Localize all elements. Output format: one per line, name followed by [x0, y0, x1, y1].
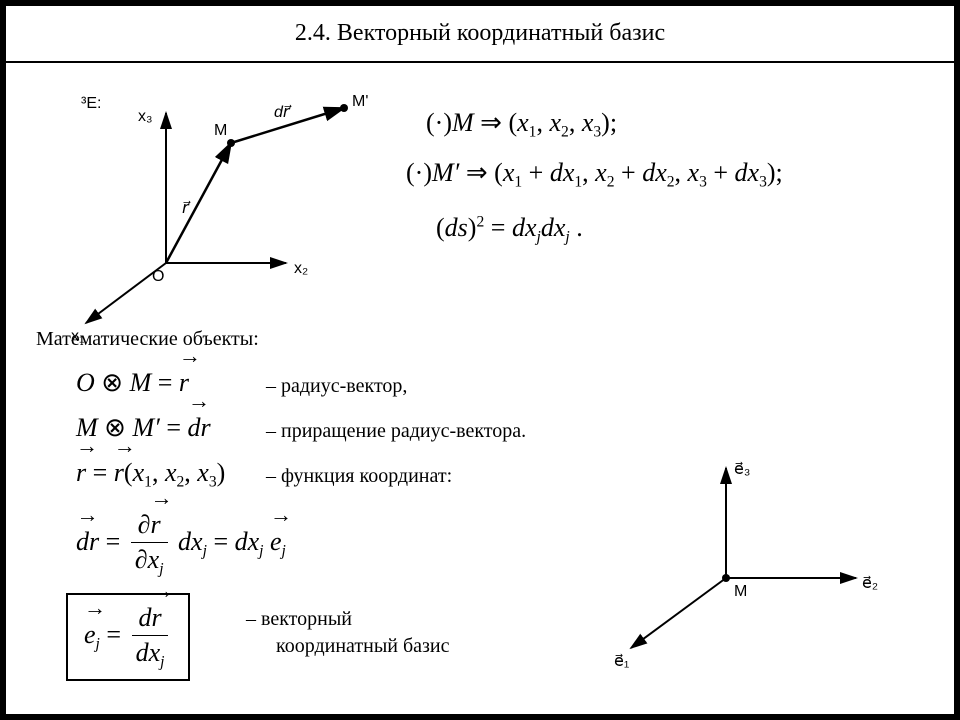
def-radius-vector: O ⊗ M = →r [76, 368, 189, 398]
e1-label: e⃗₁ [614, 653, 629, 670]
def-dr-desc: – приращение радиус-вектора. [266, 420, 526, 443]
diagram-main: ³E: O x₁ x₂ x₃ M M' r⃗ dr⃗ [26, 73, 386, 348]
eq-ds2: (ds)2 = dxjdxj . [436, 213, 583, 246]
slide-frame: 2.4. Векторный координатный базис [0, 0, 960, 720]
m-label: M [214, 122, 227, 139]
basis-origin-label: M [734, 583, 747, 600]
origin-label: O [152, 268, 164, 285]
def-r-func-desc: – функция координат: [266, 465, 452, 488]
def-dr-expand: →dr = ∂→r ∂xj dxj = dxj →ej [76, 510, 286, 578]
def-radius-vector-desc: – радиус-вектор, [266, 375, 407, 398]
mprime-label: M' [352, 93, 368, 110]
e3-label: e⃗₃ [734, 461, 750, 478]
math-objects-label: Математические объекты: [36, 328, 259, 351]
space-label: ³E: [81, 95, 101, 112]
diagram-basis: M e⃗₁ e⃗₂ e⃗₃ [586, 458, 886, 683]
e2-label: e⃗₂ [862, 575, 878, 592]
eq-mprime-coords: (·)M′ ⇒ (x1 + dx1, x2 + dx2, x3 + dx3); [406, 158, 783, 191]
r-vec-label: r⃗ [182, 200, 191, 217]
dr-vec-label: dr⃗ [274, 104, 292, 121]
x3-label: x₃ [138, 108, 153, 125]
eq-m-coords: (·)M ⇒ (x1, x2, x3); [426, 108, 617, 141]
x2-label: x₂ [294, 260, 308, 277]
def-basis-desc2: координатный базис [276, 635, 450, 658]
slide-title: 2.4. Векторный координатный базис [6, 6, 954, 63]
def-basis-box: →ej = d→r dxj [66, 593, 190, 681]
def-basis-desc1: – векторный [246, 608, 352, 631]
